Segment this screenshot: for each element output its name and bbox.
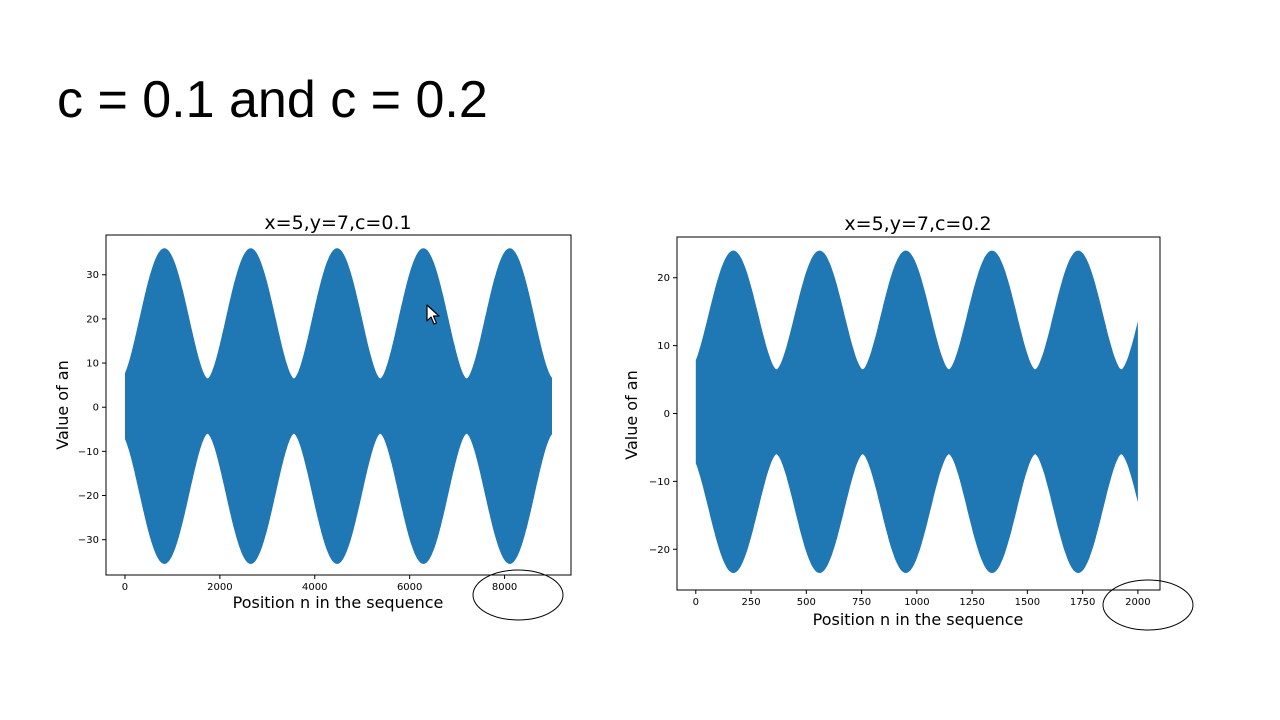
series-band bbox=[125, 248, 552, 564]
annotation-circle bbox=[1102, 579, 1194, 631]
y-tick-label: −20 bbox=[78, 491, 99, 502]
x-tick-label: 0 bbox=[122, 582, 128, 593]
x-tick-label: 2000 bbox=[207, 582, 232, 593]
x-tick-label: 1250 bbox=[959, 597, 984, 608]
x-tick-label: 8000 bbox=[492, 582, 517, 593]
axes-frame bbox=[105, 234, 572, 576]
x-axis-label: Position n in the sequence bbox=[813, 610, 1024, 629]
chart-title: x=5,y=7,c=0.2 bbox=[844, 213, 991, 235]
x-tick-label: 0 bbox=[693, 597, 699, 608]
x-tick-label: 2000 bbox=[1125, 597, 1150, 608]
y-axis-label: Value of an bbox=[622, 370, 641, 459]
series-band bbox=[695, 250, 1138, 573]
y-tick-label: 10 bbox=[86, 359, 99, 370]
plot-area: 0 2000 4000 6000 8000 −30 −20 −10 0 10 20 30 bbox=[78, 234, 572, 593]
y-tick-label: −20 bbox=[649, 545, 670, 556]
x-tick-label: 750 bbox=[852, 597, 871, 608]
x-tick-label: 4000 bbox=[302, 582, 327, 593]
x-tick-label: 1750 bbox=[1070, 597, 1095, 608]
x-tick-label: 250 bbox=[742, 597, 761, 608]
y-tick-label: −10 bbox=[78, 447, 99, 458]
x-tick-label: 6000 bbox=[397, 582, 422, 593]
y-tick-label: −30 bbox=[78, 535, 99, 546]
x-tick-label: 1500 bbox=[1015, 597, 1040, 608]
x-tick-label: 500 bbox=[797, 597, 816, 608]
mouse-cursor-icon bbox=[426, 304, 440, 325]
annotation-circle bbox=[472, 569, 564, 621]
y-tick-label: 0 bbox=[93, 403, 99, 414]
y-tick-label: 10 bbox=[657, 341, 670, 352]
slide-title: c = 0.1 and c = 0.2 bbox=[57, 71, 488, 129]
y-tick-label: −10 bbox=[649, 477, 670, 488]
y-tick-label: 30 bbox=[86, 270, 99, 281]
plot-area: 0 250 500 750 1000 1250 1500 1750 2000 −20 −10 0 10 2… bbox=[649, 236, 1161, 608]
y-tick-label: 20 bbox=[657, 273, 670, 284]
x-axis-label: Position n in the sequence bbox=[233, 593, 444, 612]
y-tick-label: 20 bbox=[86, 314, 99, 325]
chart-title: x=5,y=7,c=0.1 bbox=[264, 212, 411, 234]
y-axis-label: Value of an bbox=[53, 360, 72, 449]
x-tick-label: 1000 bbox=[904, 597, 929, 608]
y-tick-label: 0 bbox=[664, 409, 670, 420]
